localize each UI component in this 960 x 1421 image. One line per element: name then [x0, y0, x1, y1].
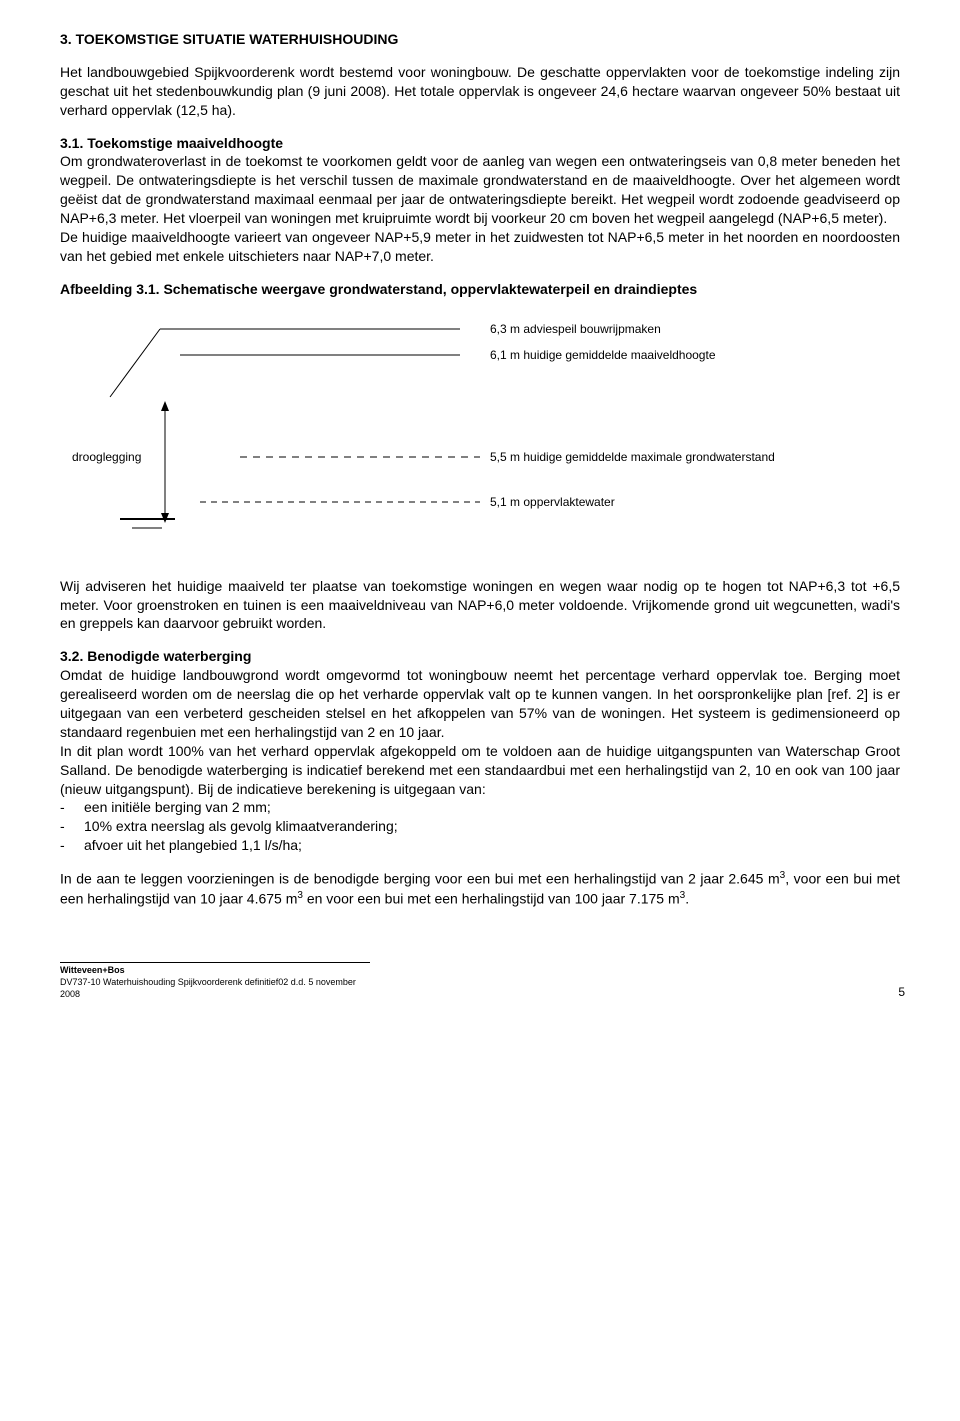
section-3-intro: Het landbouwgebied Spijkvoorderenk wordt…: [60, 63, 900, 120]
footer-docref: DV737-10 Waterhuishouding Spijkvoorderen…: [60, 977, 370, 1000]
diagram-label-mid: 5,5 m huidige gemiddelde maximale grondw…: [490, 449, 775, 465]
bullet-dash: -: [60, 798, 84, 817]
bullet-item: - 10% extra neerslag als gevolg klimaatv…: [60, 817, 900, 836]
section-32-block: 3.2. Benodigde waterberging Omdat de hui…: [60, 647, 900, 798]
para3-pre: In de aan te leggen voorzieningen is de …: [60, 871, 780, 887]
section-31-block: 3.1. Toekomstige maaiveldhoogte Om grond…: [60, 134, 900, 228]
bullet-dash: -: [60, 817, 84, 836]
bullet-text: een initiële berging van 2 mm;: [84, 798, 271, 817]
diagram-svg: [90, 317, 850, 547]
section-3-heading: 3. TOEKOMSTIGE SITUATIE WATERHUISHOUDING: [60, 30, 900, 49]
section-31-para1: Om grondwateroverlast in de toekomst te …: [60, 153, 900, 226]
diagram-label-bottom: 5,1 m oppervlaktewater: [490, 494, 615, 510]
para3-mid2: en voor een bui met een herhalingstijd v…: [303, 890, 680, 906]
advies-para: Wij adviseren het huidige maaiveld ter p…: [60, 577, 900, 634]
bullet-item: - afvoer uit het plangebied 1,1 l/s/ha;: [60, 836, 900, 855]
bullet-text: 10% extra neerslag als gevolg klimaatver…: [84, 817, 398, 836]
para3-end: .: [685, 890, 689, 906]
bullet-item: - een initiële berging van 2 mm;: [60, 798, 900, 817]
section-31-heading: 3.1. Toekomstige maaiveldhoogte: [60, 135, 283, 151]
diagram-label-top1: 6,3 m adviespeil bouwrijpmaken: [490, 321, 661, 337]
section-32-heading: 3.2. Benodigde waterberging: [60, 647, 900, 666]
bullet-dash: -: [60, 836, 84, 855]
footer-company: Witteveen+Bos: [60, 965, 370, 977]
page-number: 5: [898, 984, 905, 1000]
diagram-label-top2: 6,1 m huidige gemiddelde maaiveldhoogte: [490, 347, 716, 363]
section-32-para3: In de aan te leggen voorzieningen is de …: [60, 869, 900, 908]
afbeelding-31-heading: Afbeelding 3.1. Schematische weergave gr…: [60, 280, 900, 299]
section-32-bullets: - een initiële berging van 2 mm; - 10% e…: [60, 798, 900, 855]
section-32-para2: In dit plan wordt 100% van het verhard o…: [60, 742, 900, 799]
footer-block: Witteveen+Bos DV737-10 Waterhuishouding …: [60, 962, 370, 1000]
diagram-grondwaterstand: 6,3 m adviespeil bouwrijpmaken 6,1 m hui…: [90, 317, 900, 547]
section-32-para1: Omdat de huidige landbouwgrond wordt omg…: [60, 666, 900, 742]
diagram-label-left: drooglegging: [72, 449, 141, 465]
footer-row: Witteveen+Bos DV737-10 Waterhuishouding …: [60, 922, 905, 1000]
section-31-para2: De huidige maaiveldhoogte varieert van o…: [60, 228, 900, 266]
bullet-text: afvoer uit het plangebied 1,1 l/s/ha;: [84, 836, 302, 855]
